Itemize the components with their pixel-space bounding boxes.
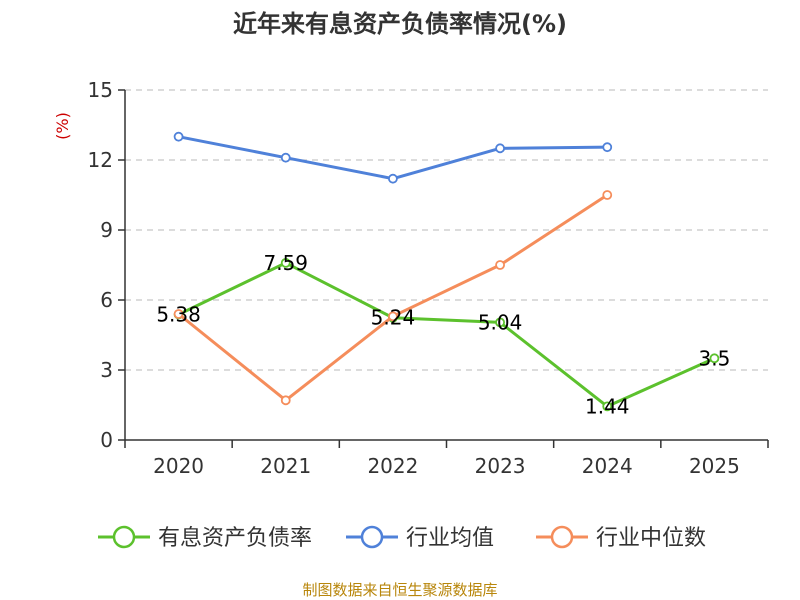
legend-label: 行业中位数 xyxy=(596,526,706,551)
legend-marker xyxy=(550,525,574,549)
data-point[interactable] xyxy=(173,309,184,319)
x-tick-label: 2025 xyxy=(689,454,740,478)
data-point[interactable] xyxy=(602,190,613,200)
data-label: 1.44 xyxy=(585,394,630,418)
data-label: 3.5 xyxy=(699,346,731,370)
series-line-1 xyxy=(178,135,608,181)
series-line-0 xyxy=(177,261,716,408)
y-tick-label: 0 xyxy=(100,428,113,452)
x-tick-label: 2020 xyxy=(153,454,204,478)
data-label: 5.24 xyxy=(371,306,416,330)
data-label: 5.38 xyxy=(156,302,201,326)
data-point[interactable] xyxy=(495,143,505,154)
y-tick-label: 6 xyxy=(100,288,113,312)
legend-item-0[interactable]: 有息资产负债率 xyxy=(98,525,312,551)
data-point[interactable] xyxy=(495,317,505,328)
data-point[interactable] xyxy=(280,152,291,163)
x-tick-label: 2021 xyxy=(260,454,311,478)
y-tick-label: 12 xyxy=(88,148,113,172)
axes: 0 3 6 9 12 15 2020 2021 2022 2023 2024 2025 xyxy=(88,78,769,478)
series-lines xyxy=(173,131,720,412)
legend-marker xyxy=(360,525,384,549)
x-tick-label: 2022 xyxy=(367,454,418,478)
data-point[interactable] xyxy=(709,353,720,364)
data-point[interactable] xyxy=(173,131,184,142)
data-point[interactable] xyxy=(388,311,398,322)
data-label: 5.04 xyxy=(478,310,523,334)
data-point[interactable] xyxy=(495,260,505,270)
grid-lines xyxy=(125,89,768,371)
data-point[interactable] xyxy=(280,395,291,406)
data-point[interactable] xyxy=(280,257,291,268)
x-tick-label: 2023 xyxy=(475,454,526,478)
legend-label: 有息资产负债率 xyxy=(158,526,312,551)
y-tick-label: 9 xyxy=(100,218,113,242)
y-tick-label: 3 xyxy=(100,358,113,382)
source-note: 制图数据来自恒生聚源数据库 xyxy=(302,581,497,599)
data-labels: 5.38 7.59 5.24 5.04 1.44 3.5 xyxy=(156,251,730,419)
chart-title: 近年来有息资产负债率情况(%) xyxy=(233,10,567,38)
legend-marker xyxy=(112,525,136,549)
legend[interactable]: 有息资产负债率 行业均值 行业中位数 xyxy=(98,525,706,551)
legend-label: 行业均值 xyxy=(406,526,494,551)
y-axis-unit: (%) xyxy=(53,112,72,140)
x-tick-label: 2024 xyxy=(582,454,633,478)
data-point[interactable] xyxy=(388,173,398,184)
y-tick-label: 15 xyxy=(88,78,113,102)
legend-item-2[interactable]: 行业中位数 xyxy=(536,525,706,551)
data-point[interactable] xyxy=(602,142,613,153)
data-point[interactable] xyxy=(602,401,613,412)
legend-item-1[interactable]: 行业均值 xyxy=(346,525,494,551)
data-label: 7.59 xyxy=(263,251,308,275)
